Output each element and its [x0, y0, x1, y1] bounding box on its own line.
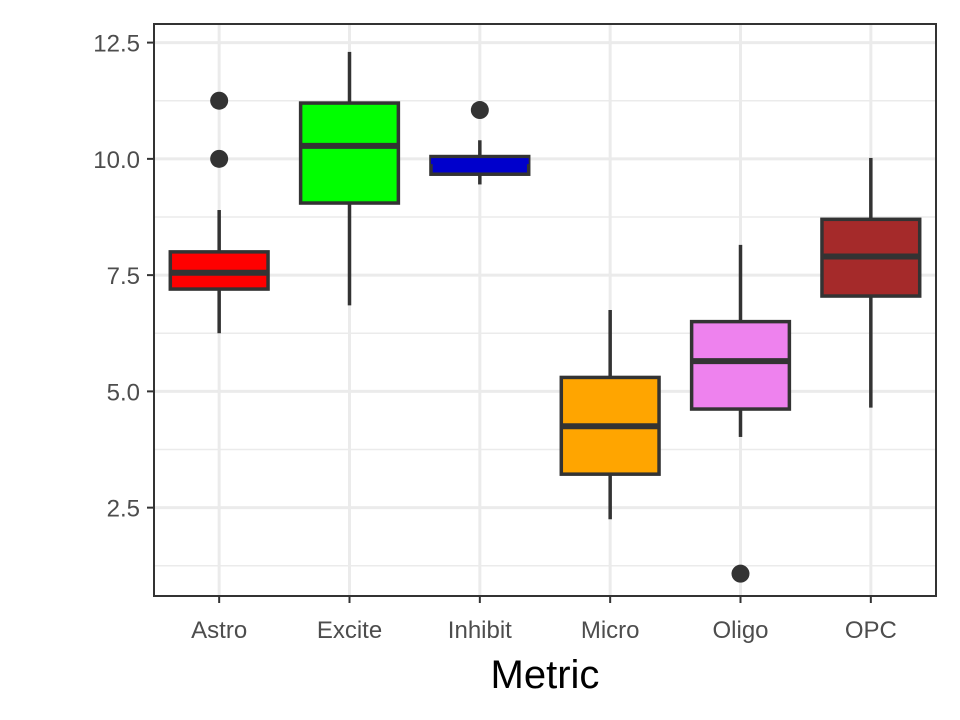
box-astro — [168, 91, 270, 334]
x-tick-label: Inhibit — [448, 617, 512, 644]
x-axis-ticks: Astro Excite Inhibit Micro Oligo OPC — [191, 596, 897, 644]
box-inhibit — [429, 101, 531, 185]
box-micro — [559, 310, 661, 520]
y-tick-label: 12.5 — [93, 31, 140, 58]
y-tick-label: 5.0 — [107, 379, 140, 406]
x-tick-label: OPC — [845, 617, 897, 644]
x-tick-label: Micro — [581, 617, 640, 644]
outlier-point — [731, 564, 750, 583]
box-body — [689, 319, 792, 411]
box-excite — [298, 51, 401, 306]
box-body — [298, 101, 401, 205]
x-tick-label: Oligo — [712, 617, 768, 644]
outlier-point — [210, 149, 229, 168]
x-axis-title: Metric — [491, 653, 600, 697]
x-tick-label: Excite — [317, 617, 382, 644]
y-tick-label: 10.0 — [93, 147, 140, 174]
box-opc — [820, 157, 922, 408]
grid-lines — [154, 24, 936, 596]
y-tick-label: 2.5 — [107, 496, 140, 523]
outlier-point — [470, 101, 489, 120]
outlier-point — [210, 91, 229, 110]
y-axis-ticks: 2.5 5.0 7.5 10.0 12.5 — [93, 31, 154, 523]
box-series — [168, 51, 922, 583]
box-oligo — [689, 244, 792, 583]
panel-border — [153, 23, 937, 597]
y-tick-label: 7.5 — [107, 263, 140, 290]
x-tick-label: Astro — [191, 617, 247, 644]
